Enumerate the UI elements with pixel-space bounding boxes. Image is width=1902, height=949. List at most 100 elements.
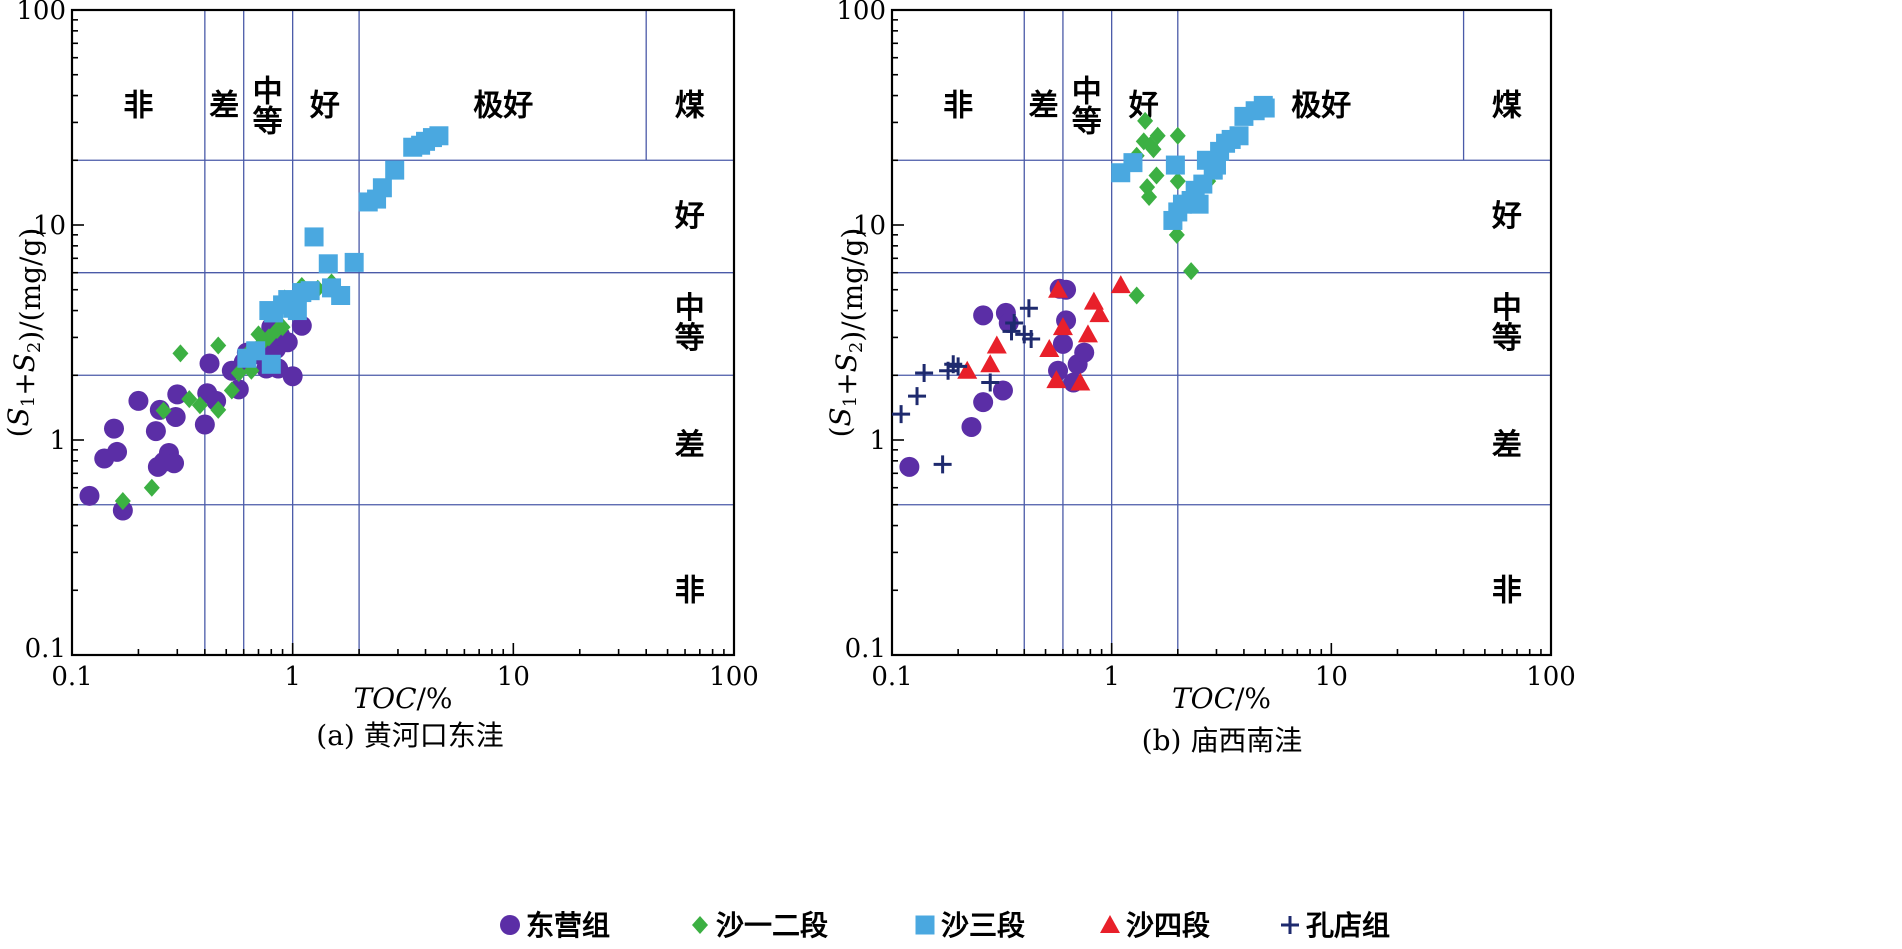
data-point xyxy=(1123,153,1143,173)
legend-label: 沙三段 xyxy=(941,909,1025,942)
data-point xyxy=(1048,279,1069,298)
data-point xyxy=(114,492,131,511)
data-point xyxy=(230,363,247,382)
data-point xyxy=(961,416,982,437)
data-point xyxy=(344,252,364,272)
data-point xyxy=(1070,372,1091,391)
data-point xyxy=(181,390,198,409)
legend: 东营组 沙一二段 沙三段 沙四段 孔店组 xyxy=(500,909,1390,942)
data-point xyxy=(1169,126,1186,145)
x-zone-label: 煤 xyxy=(1492,88,1522,123)
x-tick-label: 10 xyxy=(497,662,530,692)
data-point xyxy=(1145,140,1162,159)
x-zone-label: 中等 xyxy=(1072,74,1102,139)
data-point xyxy=(172,344,189,363)
x-zone-label: 差 xyxy=(1029,88,1059,123)
legend-label: 沙一二段 xyxy=(716,909,828,942)
series-group xyxy=(892,299,1041,474)
data-point xyxy=(165,406,186,427)
data-point xyxy=(194,414,215,435)
data-point xyxy=(155,401,172,420)
legend-item: 孔店组 xyxy=(1281,909,1390,942)
legend-marker xyxy=(915,915,935,935)
y-zone-label: 好 xyxy=(1491,199,1522,234)
x-zone-label: 差 xyxy=(209,88,239,123)
x-axis-label: TOC/% xyxy=(353,682,452,715)
series-group xyxy=(1111,95,1275,230)
classification-grid xyxy=(892,10,1551,655)
y-zone-label: 中等 xyxy=(675,291,705,356)
data-point xyxy=(1189,194,1209,214)
data-point xyxy=(1074,342,1095,363)
y-tick-label: 10 xyxy=(853,211,886,241)
data-point xyxy=(1229,126,1249,146)
data-point xyxy=(1046,370,1067,389)
x-axis-label: TOC/% xyxy=(1172,682,1271,715)
data-point xyxy=(992,380,1013,401)
x-zone-label: 非 xyxy=(123,88,153,123)
y-zone-label: 非 xyxy=(675,573,705,608)
data-point xyxy=(318,254,338,274)
data-point xyxy=(915,363,934,382)
series-group xyxy=(899,278,1095,477)
data-point xyxy=(277,332,298,353)
data-point xyxy=(973,305,994,326)
legend-label: 东营组 xyxy=(526,909,610,942)
data-point xyxy=(1002,322,1021,341)
data-point xyxy=(103,418,124,439)
chart-panel-a: 非差中等好极好 煤好中等差非 0.1 1 10 1000.1110100 TOC/% (… xyxy=(2,0,759,752)
y-tick-label: 1 xyxy=(869,426,886,456)
data-point xyxy=(199,353,220,374)
data-point xyxy=(164,453,185,474)
legend-marker xyxy=(500,915,520,935)
x-tick-label: 1 xyxy=(284,662,301,692)
data-point xyxy=(282,366,303,387)
legend-marker xyxy=(1281,916,1299,934)
legend-item: 沙一二段 xyxy=(692,909,828,942)
x-tick-label: 0.1 xyxy=(51,662,92,692)
legend-label: 沙四段 xyxy=(1126,909,1210,942)
data-point xyxy=(1128,286,1145,305)
data-point xyxy=(1089,304,1110,323)
x-tick-label: 0.1 xyxy=(871,662,912,692)
data-point xyxy=(372,178,392,198)
data-points xyxy=(79,126,449,521)
x-zone-label: 极好 xyxy=(1291,88,1351,123)
data-point xyxy=(1141,187,1158,206)
y-zone-label: 中等 xyxy=(1492,291,1522,356)
panel-caption: (b) 庙西南洼 xyxy=(1142,724,1303,757)
data-point xyxy=(429,126,449,146)
data-point xyxy=(79,485,100,506)
data-point xyxy=(1048,360,1069,381)
data-point xyxy=(1149,126,1166,145)
x-zone-label: 极好 xyxy=(473,88,533,123)
data-point xyxy=(107,441,128,462)
y-axis-label: (S1+S2)/(mg/g) xyxy=(824,228,869,438)
data-point xyxy=(300,281,320,301)
x-tick-label: 100 xyxy=(709,662,759,692)
data-point xyxy=(933,455,952,474)
data-point xyxy=(1077,324,1098,343)
legend-item: 沙三段 xyxy=(915,909,1025,942)
legend-item: 东营组 xyxy=(500,909,610,942)
chart-panel-b: 非差中等好极好 煤好中等差非 0.1 1 10 1000.1110100 TOC/% (… xyxy=(824,0,1576,757)
data-point xyxy=(949,357,968,376)
x-tick-label: 1 xyxy=(1103,662,1120,692)
legend-label: 孔店组 xyxy=(1306,909,1390,942)
data-point xyxy=(1255,98,1275,118)
data-points xyxy=(892,95,1275,477)
plot-frame xyxy=(890,8,1553,657)
data-point xyxy=(1039,339,1060,358)
data-point xyxy=(1165,155,1185,175)
data-point xyxy=(210,400,227,419)
y-tick-label: 100 xyxy=(836,0,886,26)
data-point xyxy=(274,318,291,337)
legend-marker xyxy=(1100,915,1120,933)
data-point xyxy=(1022,329,1041,348)
legend-marker xyxy=(692,916,708,934)
y-tick-label: 100 xyxy=(16,0,66,26)
data-point xyxy=(287,301,307,321)
y-zone-label: 好 xyxy=(674,199,705,234)
x-zone-label: 煤 xyxy=(675,88,705,123)
